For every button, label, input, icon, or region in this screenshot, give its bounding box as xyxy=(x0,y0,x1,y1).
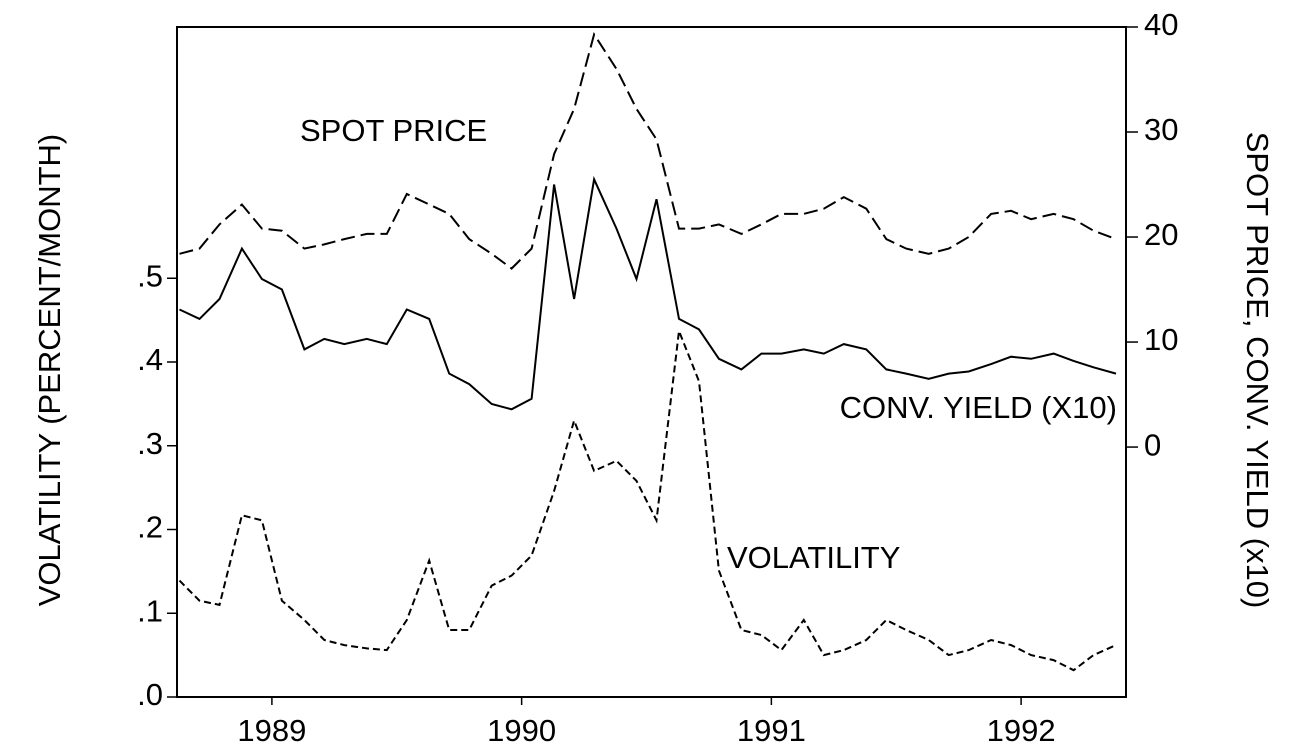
y2-tick-label: 30 xyxy=(1144,112,1178,147)
y-tick-label: .0 xyxy=(137,677,163,712)
series-line xyxy=(179,31,1117,270)
y-tick-label: .5 xyxy=(137,258,163,293)
y2-axis-label: SPOT PRICE, CONV. YIELD (x10) xyxy=(1240,132,1275,609)
series-line xyxy=(179,175,1117,411)
series-label: CONV. YIELD (X10) xyxy=(840,390,1117,425)
y2-tick-label: 20 xyxy=(1144,217,1178,252)
y-tick-label: .4 xyxy=(137,342,163,377)
y2-tick-label: 40 xyxy=(1144,7,1178,42)
series-label: VOLATILITY xyxy=(727,540,900,575)
y-axis-label: VOLATILITY (PERCENT/MONTH) xyxy=(32,134,67,607)
series-line xyxy=(178,330,1117,672)
series-label: SPOT PRICE xyxy=(300,113,487,148)
y-tick-label: .2 xyxy=(137,510,163,545)
y-tick-label: .1 xyxy=(137,593,163,628)
x-tick-label: 1991 xyxy=(737,713,806,748)
x-tick-label: 1992 xyxy=(987,713,1056,748)
y2-tick-label: 0 xyxy=(1144,427,1161,462)
y-tick-label: .3 xyxy=(137,426,163,461)
y2-tick-label: 10 xyxy=(1144,322,1178,357)
x-tick-label: 1989 xyxy=(237,713,306,748)
x-tick-label: 1990 xyxy=(487,713,556,748)
